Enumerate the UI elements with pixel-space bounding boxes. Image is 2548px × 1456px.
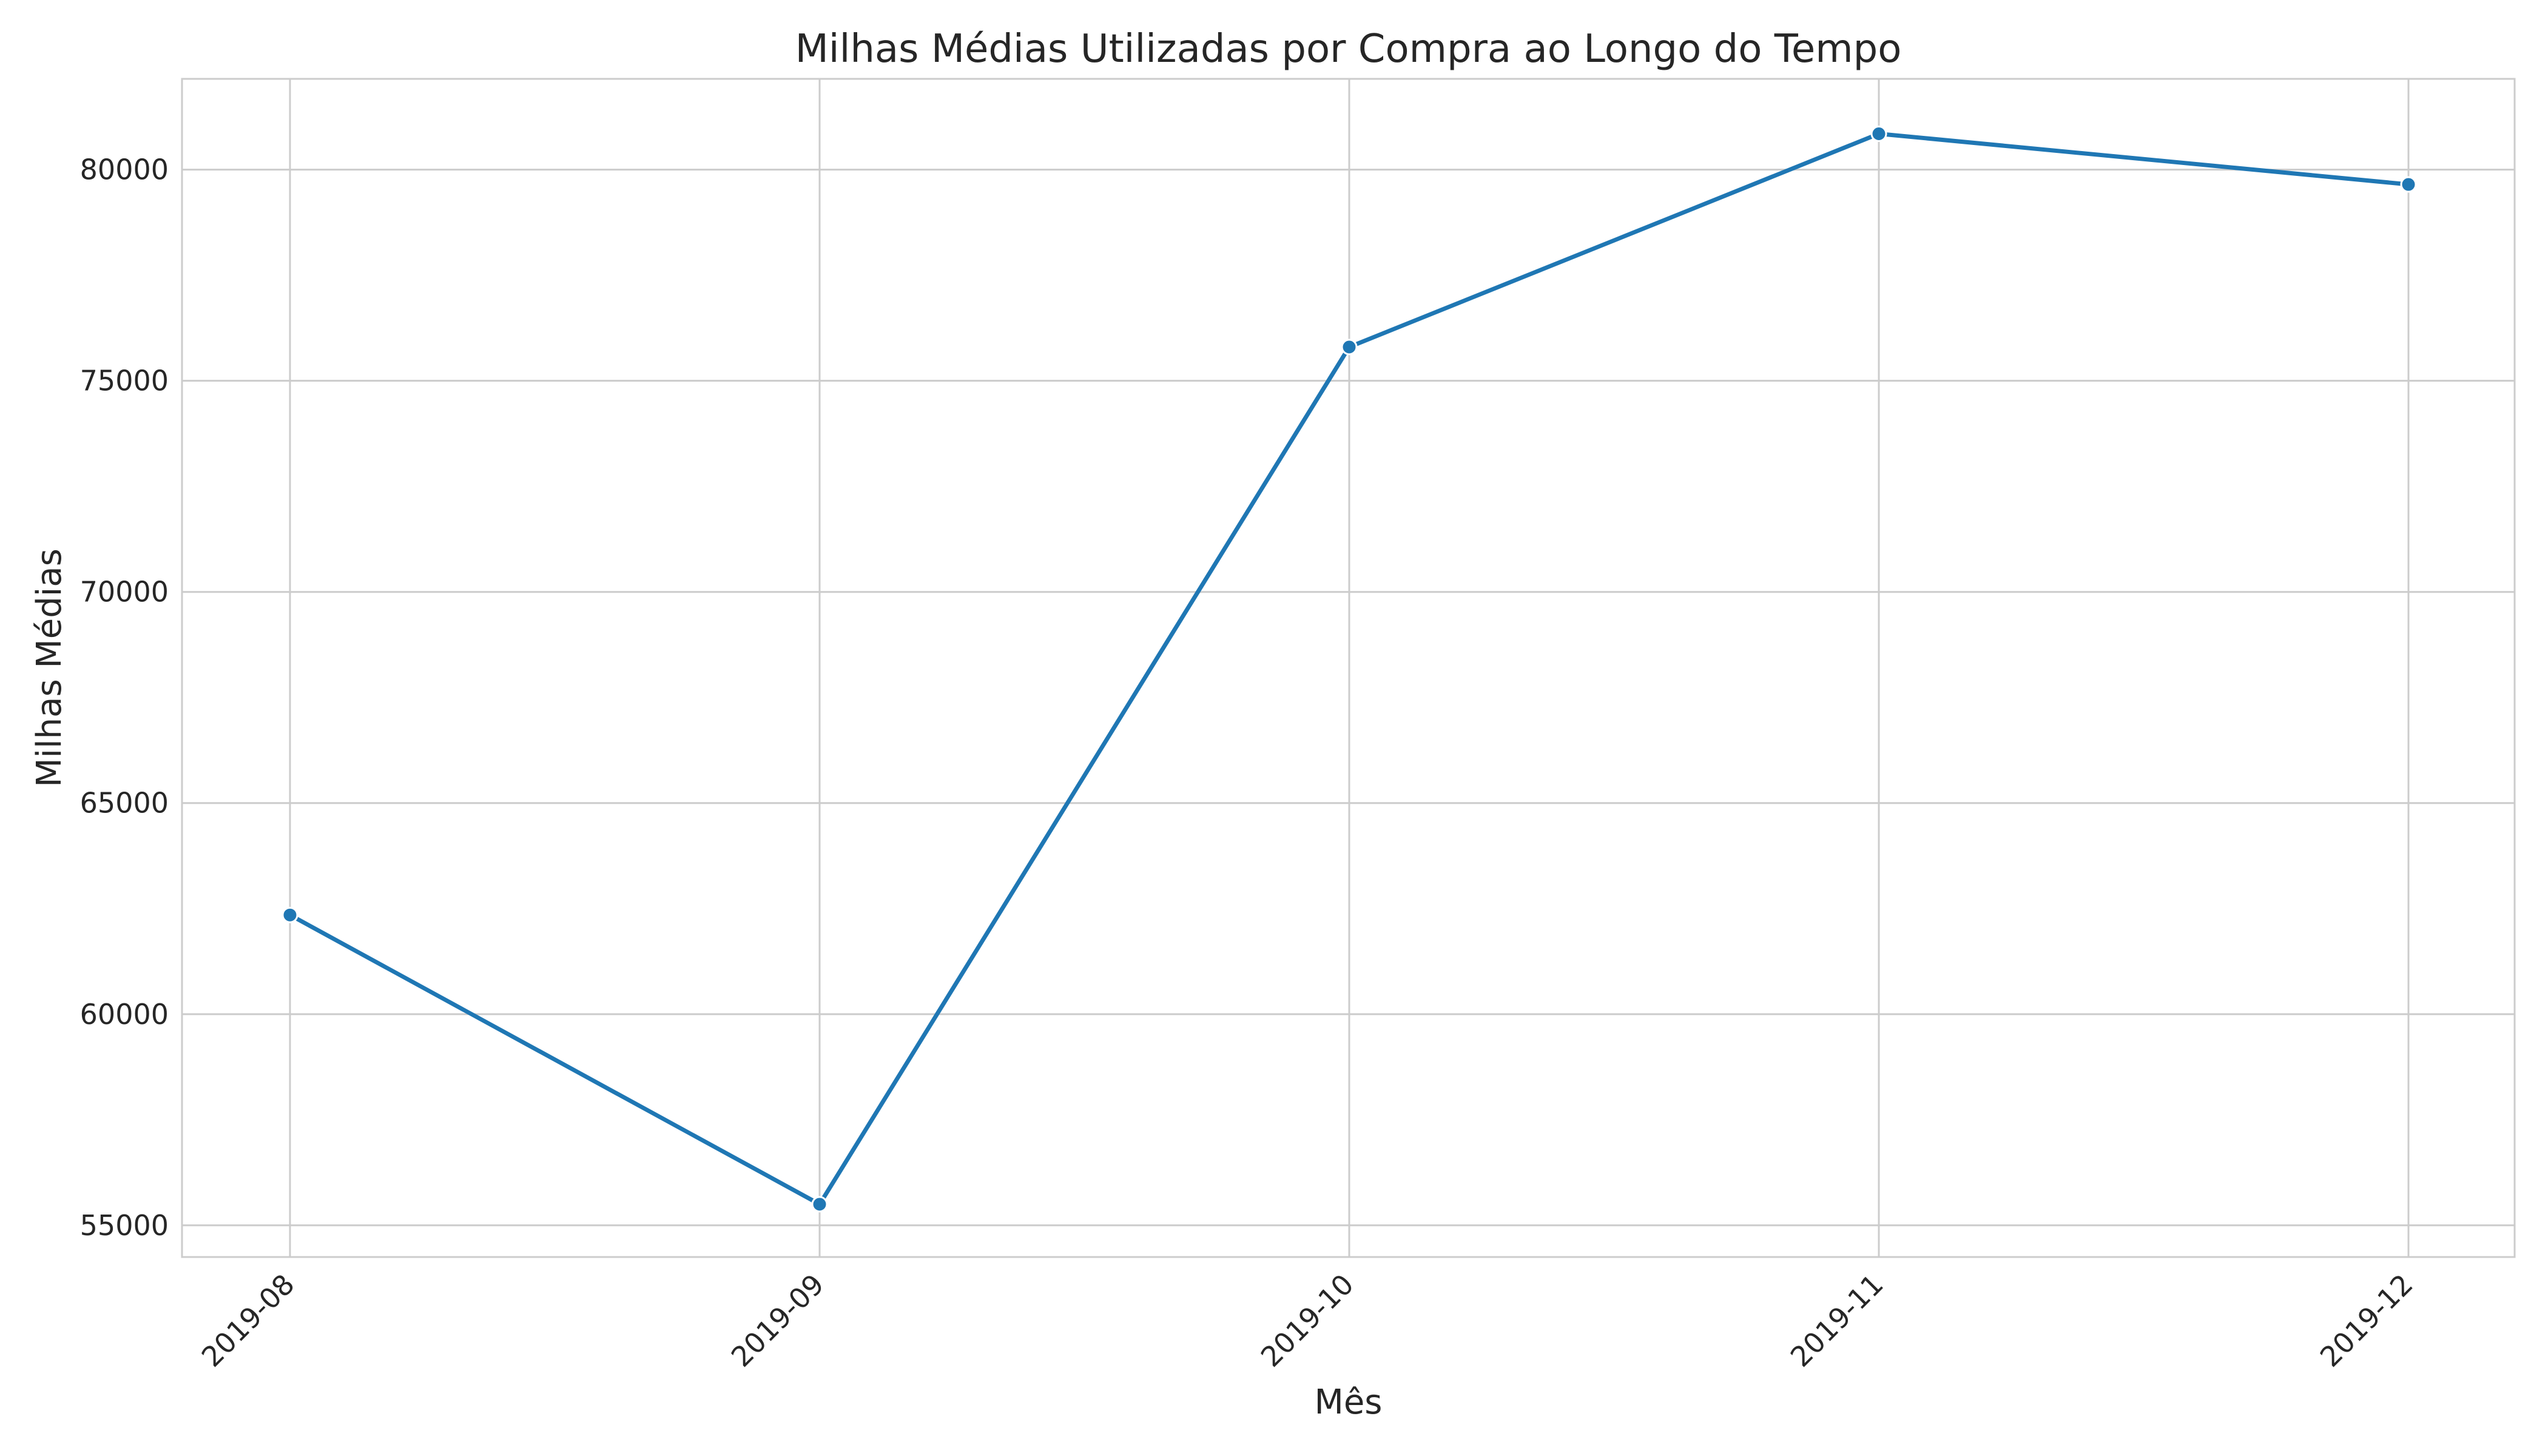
plot-area-frame — [181, 78, 2516, 1258]
x-tick-labels: 2019-08 2019-09 2019-10 2019-11 2019-12 — [195, 1268, 2419, 1373]
data-point-2019-11 — [1870, 125, 1887, 142]
y-axis-label: Milhas Médias — [30, 548, 69, 787]
y-tick-label-70000: 70000 — [80, 576, 169, 608]
grid-lines — [182, 79, 2515, 1257]
y-tick-label-80000: 80000 — [80, 153, 169, 186]
y-tick-label-65000: 65000 — [80, 787, 169, 820]
y-tick-labels: 55000 60000 65000 70000 75000 80000 — [80, 153, 169, 1242]
data-point-2019-08 — [281, 906, 298, 923]
x-tick-label-2019-08: 2019-08 — [195, 1268, 301, 1373]
x-tick-label-2019-12: 2019-12 — [2314, 1268, 2419, 1373]
x-tick-label-2019-09: 2019-09 — [725, 1268, 831, 1373]
series-layer — [281, 125, 2417, 1213]
y-tick-label-75000: 75000 — [80, 365, 169, 397]
y-tick-label-55000: 55000 — [80, 1209, 169, 1242]
chart-title: Milhas Médias Utilizadas por Compra ao L… — [795, 27, 1902, 72]
x-tick-label-2019-10: 2019-10 — [1255, 1268, 1360, 1373]
x-axis-label: Mês — [1315, 1383, 1383, 1422]
data-point-2019-12 — [2400, 176, 2417, 193]
y-tick-label-60000: 60000 — [80, 998, 169, 1031]
data-point-2019-09 — [811, 1196, 828, 1213]
x-tick-label-2019-11: 2019-11 — [1784, 1268, 1890, 1373]
data-point-2019-10 — [1341, 339, 1358, 356]
